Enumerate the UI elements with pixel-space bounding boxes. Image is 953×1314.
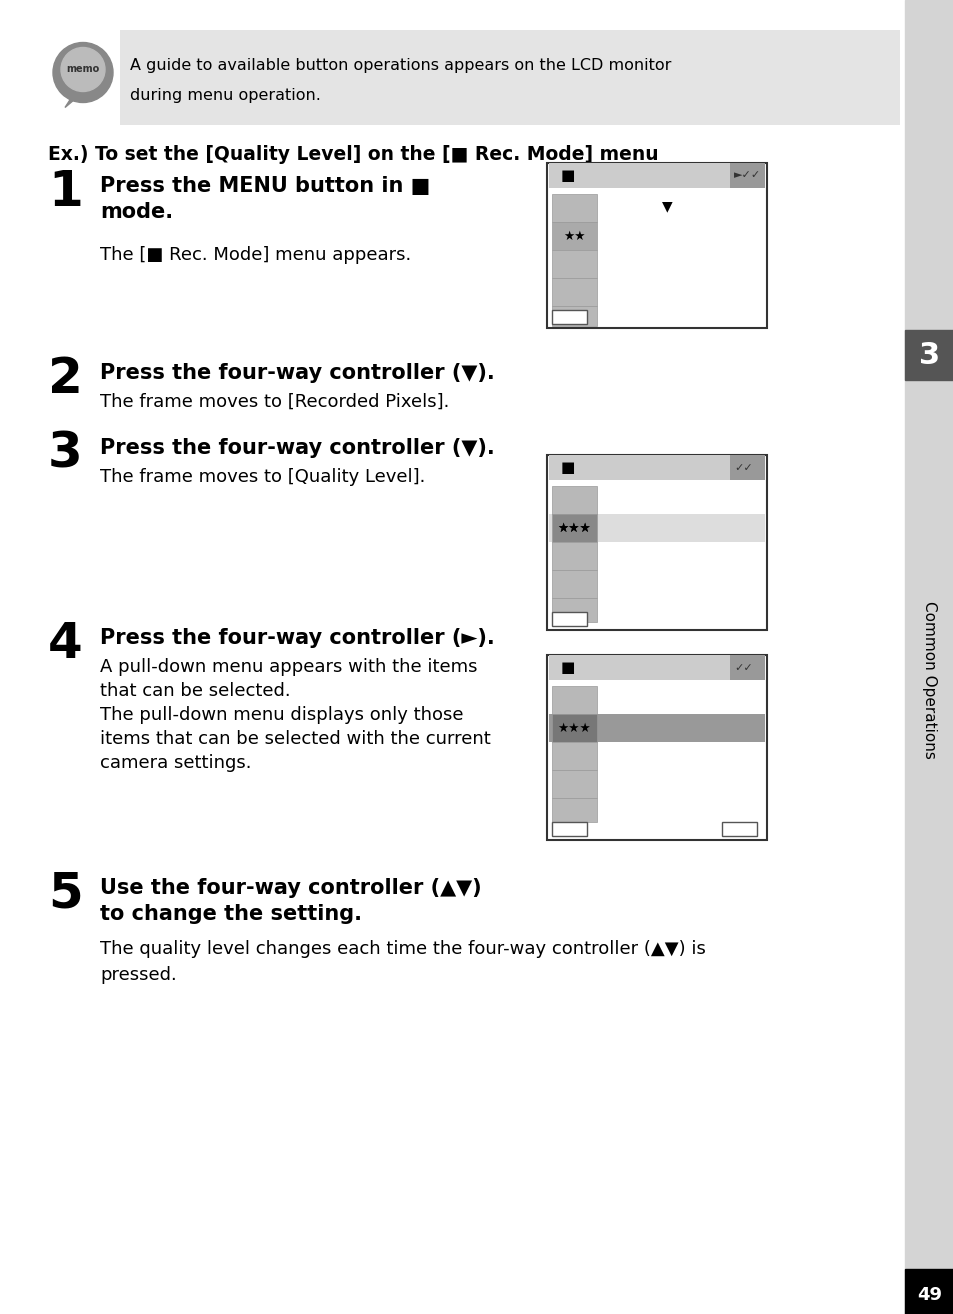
- Bar: [552, 306, 597, 326]
- Bar: [552, 250, 597, 279]
- Bar: [552, 686, 597, 714]
- Text: memo: memo: [67, 64, 99, 75]
- Text: mode.: mode.: [100, 202, 172, 222]
- Bar: [552, 823, 586, 836]
- Bar: [904, 0, 953, 1314]
- Bar: [548, 455, 764, 480]
- Bar: [552, 514, 597, 541]
- Bar: [548, 163, 764, 188]
- Text: The frame moves to [Recorded Pixels].: The frame moves to [Recorded Pixels].: [100, 393, 449, 411]
- Text: camera settings.: camera settings.: [100, 754, 252, 773]
- Bar: [552, 541, 597, 570]
- Text: ▼: ▼: [661, 198, 672, 213]
- Text: A pull-down menu appears with the items: A pull-down menu appears with the items: [100, 658, 477, 675]
- Bar: [548, 714, 764, 742]
- Bar: [552, 598, 597, 622]
- Bar: [120, 30, 899, 125]
- Bar: [552, 742, 597, 770]
- Text: ■: ■: [560, 168, 575, 183]
- Text: 3: 3: [48, 430, 83, 478]
- Bar: [548, 654, 764, 681]
- Text: ✓✓: ✓✓: [733, 662, 752, 673]
- Circle shape: [53, 42, 112, 102]
- Text: Press the MENU button in ■: Press the MENU button in ■: [100, 176, 430, 196]
- Text: ★★★: ★★★: [558, 721, 591, 735]
- Bar: [546, 455, 766, 629]
- Text: ▽: ▽: [553, 612, 564, 628]
- Bar: [729, 455, 764, 480]
- Text: A guide to available button operations appears on the LCD monitor: A guide to available button operations a…: [130, 58, 671, 74]
- Text: ★★★: ★★★: [558, 522, 591, 535]
- Text: ►✓✓: ►✓✓: [733, 171, 760, 180]
- Bar: [552, 486, 597, 514]
- Bar: [552, 310, 586, 325]
- Bar: [552, 714, 597, 742]
- Text: Press the four-way controller (►).: Press the four-way controller (►).: [100, 628, 495, 648]
- Text: The quality level changes each time the four-way controller (▲▼) is
pressed.: The quality level changes each time the …: [100, 940, 705, 984]
- Text: ★★★: ★★★: [558, 522, 591, 535]
- Bar: [546, 654, 766, 840]
- Text: 1: 1: [48, 168, 83, 215]
- Bar: [552, 194, 597, 222]
- Text: that can be selected.: that can be selected.: [100, 682, 291, 700]
- Bar: [721, 823, 757, 836]
- Text: Press the four-way controller (▼).: Press the four-way controller (▼).: [100, 363, 495, 382]
- Text: The [■ Rec. Mode] menu appears.: The [■ Rec. Mode] menu appears.: [100, 246, 411, 264]
- Text: ■: ■: [560, 660, 575, 675]
- Text: ■: ■: [560, 460, 575, 474]
- Bar: [552, 612, 586, 625]
- Bar: [904, 1269, 953, 1314]
- Bar: [552, 222, 597, 250]
- Text: The frame moves to [Quality Level].: The frame moves to [Quality Level].: [100, 468, 425, 486]
- Bar: [552, 570, 597, 598]
- Bar: [904, 330, 953, 380]
- Text: Common Operations: Common Operations: [921, 600, 936, 759]
- Bar: [729, 163, 764, 188]
- Text: to change the setting.: to change the setting.: [100, 904, 361, 924]
- Text: Use the four-way controller (▲▼): Use the four-way controller (▲▼): [100, 878, 481, 897]
- Text: The pull-down menu displays only those: The pull-down menu displays only those: [100, 706, 463, 724]
- Text: 2: 2: [48, 355, 83, 403]
- Text: ✓✓: ✓✓: [733, 463, 752, 473]
- Bar: [552, 770, 597, 798]
- Text: 49: 49: [916, 1286, 941, 1303]
- Bar: [546, 163, 766, 328]
- Text: during menu operation.: during menu operation.: [130, 88, 320, 102]
- Text: items that can be selected with the current: items that can be selected with the curr…: [100, 731, 490, 748]
- Text: ▽: ▽: [553, 823, 564, 837]
- Polygon shape: [65, 85, 91, 108]
- Text: 3: 3: [918, 340, 939, 369]
- Text: Ex.) To set the [Quality Level] on the [■ Rec. Mode] menu: Ex.) To set the [Quality Level] on the […: [48, 145, 658, 164]
- Bar: [548, 514, 764, 541]
- Bar: [729, 654, 764, 681]
- Bar: [552, 279, 597, 306]
- Text: 5: 5: [48, 870, 83, 918]
- Bar: [552, 798, 597, 823]
- Text: ★★: ★★: [562, 230, 585, 243]
- Text: Press the four-way controller (▼).: Press the four-way controller (▼).: [100, 438, 495, 459]
- Text: 4: 4: [48, 620, 83, 668]
- Circle shape: [61, 47, 105, 92]
